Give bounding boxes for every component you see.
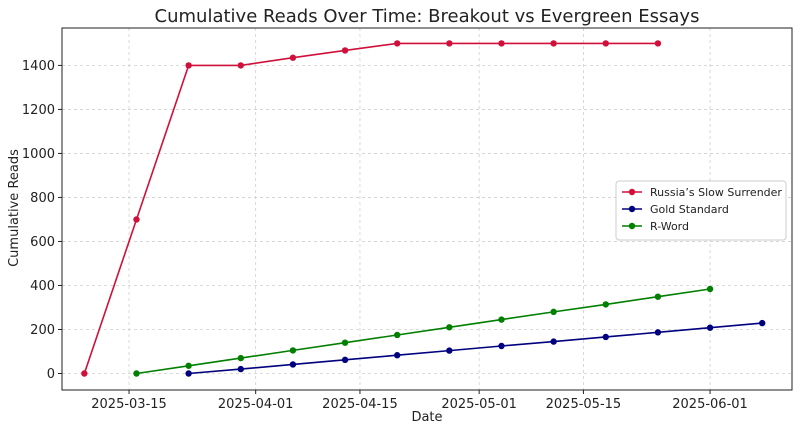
data-point	[602, 40, 609, 47]
data-point	[289, 347, 297, 354]
data-point	[446, 347, 453, 354]
data-point	[237, 62, 244, 69]
plot-frame	[61, 27, 793, 391]
data-point	[394, 352, 401, 359]
axes: 0 200 400 600 800 1000 1200 1400 2025-03-15 2025-…	[22, 27, 793, 412]
y-tick-label: 1200	[22, 103, 55, 118]
chart-title: Cumulative Reads Over Time: Breakout vs …	[155, 6, 700, 27]
y-tick-label: 1400	[22, 59, 55, 74]
data-point	[498, 316, 505, 323]
y-tick-label: 600	[30, 235, 55, 250]
series-r-word	[133, 285, 714, 377]
data-point	[289, 361, 297, 368]
x-tick-label: 2025-04-01	[218, 397, 294, 412]
data-point	[341, 339, 349, 346]
y-axis-label: Cumulative Reads	[7, 149, 22, 267]
legend-item: Russia’s Slow Surrender	[622, 186, 782, 199]
data-point	[237, 354, 244, 362]
legend-marker	[628, 188, 636, 196]
y-tick-label: 0	[47, 367, 55, 382]
data-point	[394, 40, 401, 47]
series-line	[136, 288, 711, 375]
data-point	[133, 370, 140, 377]
data-point	[289, 54, 297, 61]
legend-item: Gold Standard	[622, 203, 729, 216]
legend-label: Russia’s Slow Surrender	[650, 186, 782, 199]
legend-item: R-Word	[622, 220, 689, 233]
data-point	[706, 285, 714, 293]
data-point	[185, 62, 192, 69]
series-gold-standard	[185, 319, 766, 377]
x-tick-label: 2025-05-15	[546, 397, 622, 412]
series-line	[83, 42, 658, 374]
data-point	[706, 324, 714, 331]
data-point	[341, 47, 349, 54]
x-tick-label: 2025-04-15	[322, 397, 398, 412]
data-point	[654, 293, 662, 300]
series	[81, 40, 766, 377]
series-line	[188, 322, 763, 375]
data-point	[446, 40, 453, 47]
legend-box	[615, 180, 787, 241]
data-point	[654, 40, 662, 47]
data-point	[654, 329, 662, 336]
data-point	[498, 342, 505, 350]
y-tick-label: 800	[30, 191, 55, 206]
y-tick-label: 400	[30, 279, 55, 294]
data-point	[133, 216, 140, 223]
data-point	[446, 324, 453, 331]
y-tick-label: 200	[30, 323, 55, 338]
legend-marker	[628, 205, 636, 213]
data-point	[185, 362, 192, 369]
legend-label: Gold Standard	[650, 203, 729, 216]
x-tick-label: 2025-03-15	[91, 397, 167, 412]
legend-label: R-Word	[650, 220, 689, 233]
data-point	[759, 319, 766, 327]
data-point	[394, 331, 401, 339]
data-point	[602, 301, 609, 308]
x-tick-label: 2025-05-01	[441, 397, 517, 412]
series-russia-s-slow-surrender	[81, 40, 662, 377]
data-point	[550, 338, 557, 345]
data-point	[81, 370, 88, 377]
data-point	[237, 365, 244, 373]
y-tick-label: 1000	[22, 147, 55, 162]
data-point	[498, 40, 505, 47]
data-point	[550, 40, 557, 47]
legend-marker	[628, 222, 636, 230]
data-point	[550, 308, 557, 316]
data-point	[341, 356, 349, 364]
x-tick-label: 2025-06-01	[672, 397, 748, 412]
data-point	[185, 370, 192, 377]
data-point	[602, 333, 609, 341]
x-axis-label: Date	[411, 410, 442, 425]
legend: Russia’s Slow Surrender Gold Standard R-Wo…	[615, 180, 787, 241]
